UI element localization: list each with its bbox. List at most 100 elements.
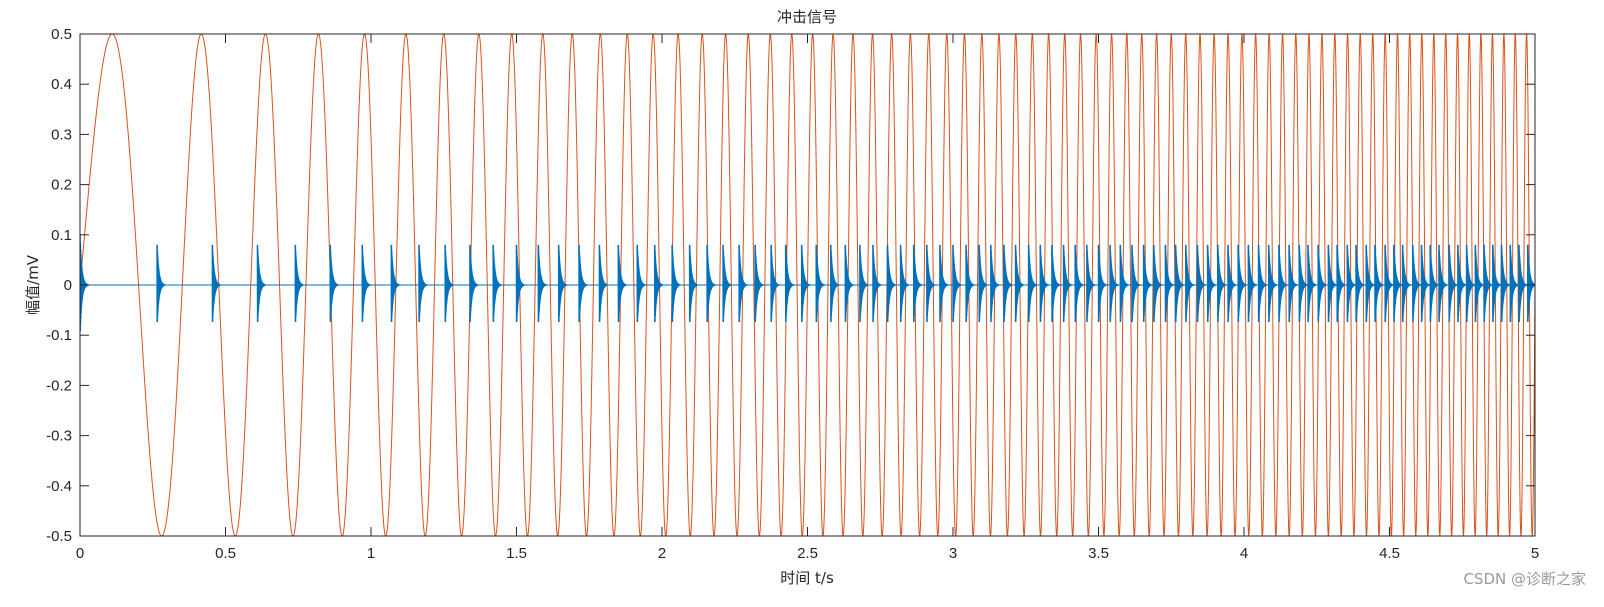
impulse-burst bbox=[754, 244, 765, 322]
y-tick-label: 0.5 bbox=[51, 26, 72, 43]
impulse-burst bbox=[1051, 244, 1062, 322]
impulse-burst bbox=[990, 244, 1001, 322]
x-tick-label: 3.5 bbox=[1088, 545, 1109, 562]
x-tick-label: 3 bbox=[949, 545, 957, 562]
x-tick-label: 2.5 bbox=[797, 545, 818, 562]
x-tick-label: 1 bbox=[367, 545, 375, 562]
impulse-burst bbox=[636, 244, 647, 322]
y-axis-label: 幅值/mV bbox=[24, 254, 42, 315]
x-axis-label: 时间 t/s bbox=[780, 569, 834, 587]
x-tick-label: 0 bbox=[76, 545, 84, 562]
impulse-burst bbox=[1152, 244, 1164, 322]
impulse-burst bbox=[1411, 244, 1423, 322]
impulse-burst bbox=[1518, 244, 1529, 322]
impulse-burst bbox=[469, 244, 480, 322]
impulse-burst bbox=[361, 244, 372, 322]
impulse-burst bbox=[829, 244, 841, 322]
watermark: CSDN @诊断之家 bbox=[1463, 570, 1586, 588]
impulse-burst bbox=[926, 244, 937, 322]
impulse-burst bbox=[444, 244, 455, 322]
impulse-burst bbox=[952, 244, 963, 322]
y-tick-label: -0.2 bbox=[46, 377, 72, 394]
y-tick-label: -0.1 bbox=[46, 327, 72, 344]
impulse-burst bbox=[1267, 244, 1279, 322]
x-tick-label: 4.5 bbox=[1379, 545, 1400, 562]
impulse-burst bbox=[738, 244, 749, 322]
impulse-burst bbox=[156, 244, 167, 322]
y-tick-label: 0.3 bbox=[51, 126, 72, 143]
impulse-burst bbox=[899, 244, 911, 322]
y-tick-label: 0.2 bbox=[51, 177, 72, 194]
impulse-burst bbox=[800, 244, 812, 322]
impulse-burst bbox=[617, 244, 628, 322]
impulse-burst bbox=[1298, 244, 1309, 322]
impulse-burst bbox=[653, 244, 665, 322]
impulse-burst bbox=[1185, 244, 1196, 322]
impulse-burst bbox=[1307, 244, 1318, 322]
impulse-burst bbox=[1237, 244, 1248, 322]
impulse-burst bbox=[1384, 244, 1395, 322]
impulse-burst bbox=[965, 244, 976, 322]
y-tick-label: -0.3 bbox=[46, 428, 72, 445]
impulse-burst bbox=[578, 244, 589, 322]
x-tick-label: 4 bbox=[1240, 545, 1248, 562]
impulse-burst bbox=[1027, 244, 1039, 322]
impulse-burst bbox=[912, 244, 924, 322]
impulse-burst bbox=[1074, 244, 1085, 322]
x-tick-label: 2 bbox=[658, 545, 666, 562]
chart-title: 冲击信号 bbox=[777, 8, 837, 26]
impulse-burst bbox=[294, 244, 305, 322]
x-tick-label: 5 bbox=[1531, 545, 1539, 562]
y-tick-label: 0.4 bbox=[51, 76, 72, 93]
impulse-burst bbox=[1346, 244, 1357, 322]
impulse-burst bbox=[1429, 244, 1440, 322]
impulse-burst bbox=[492, 244, 503, 322]
impulse-burst bbox=[1355, 244, 1366, 322]
impulse-burst bbox=[557, 244, 569, 322]
impulse-burst bbox=[859, 244, 870, 322]
impulse-burst bbox=[80, 234, 90, 332]
impulse-burst bbox=[722, 244, 733, 322]
impulse-burst bbox=[688, 244, 700, 322]
impulse-burst bbox=[390, 244, 401, 322]
impulse-burst bbox=[770, 244, 781, 322]
impulse-burst bbox=[1062, 244, 1074, 322]
impulse-burst bbox=[1039, 244, 1050, 322]
impulse-burst bbox=[1196, 244, 1207, 322]
impulse-burst bbox=[1109, 244, 1120, 322]
impulse-burst bbox=[515, 244, 527, 322]
impulse-burst bbox=[1365, 244, 1376, 322]
impulse-burst bbox=[1014, 244, 1026, 322]
impulse-burst bbox=[1086, 244, 1097, 322]
impulse-burst bbox=[1465, 244, 1477, 322]
impulse-burst bbox=[706, 244, 717, 322]
impulse-burst bbox=[939, 244, 950, 322]
x-tick-label: 1.5 bbox=[506, 545, 527, 562]
impulse-burst bbox=[872, 244, 883, 322]
impulse-burst bbox=[537, 244, 548, 322]
impulse-burst bbox=[1164, 244, 1175, 322]
impulse-burst bbox=[1174, 244, 1186, 322]
impulse-burst bbox=[256, 244, 268, 322]
impulse-burst bbox=[1336, 244, 1347, 322]
impulse-burst bbox=[1393, 244, 1404, 322]
impulse-burst bbox=[1438, 244, 1449, 322]
impulse-burst bbox=[1119, 244, 1130, 322]
impulse-burst bbox=[1131, 244, 1142, 322]
impulse-burst bbox=[1142, 244, 1154, 322]
series-layer bbox=[80, 34, 1535, 536]
impulse-burst bbox=[211, 244, 222, 322]
impulse-burst bbox=[978, 244, 989, 322]
tick-layer: 0 0.5 1 1.5 2 2.5 3 3.5 4 4.5 50.50.40.30.20.10-0.… bbox=[46, 26, 1539, 562]
impulse-burst bbox=[1206, 244, 1218, 322]
impulse-burst bbox=[1526, 244, 1535, 322]
impulse-burst bbox=[1003, 244, 1014, 322]
y-tick-label: 0.1 bbox=[51, 227, 72, 244]
y-tick-label: -0.4 bbox=[46, 478, 72, 495]
impulse-burst bbox=[1374, 244, 1385, 322]
impulse-burst bbox=[418, 244, 429, 322]
impulse-burst bbox=[1492, 244, 1503, 322]
x-tick-label: 0.5 bbox=[215, 545, 236, 562]
impulse-burst bbox=[1247, 244, 1258, 322]
